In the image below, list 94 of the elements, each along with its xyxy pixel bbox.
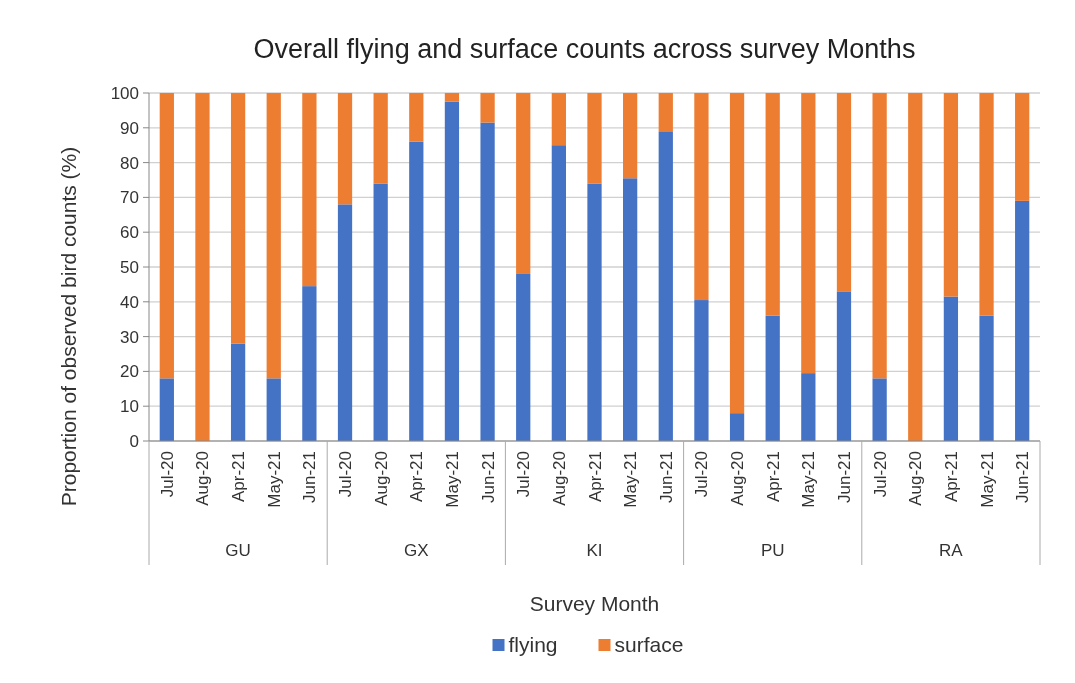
bar: [943, 296, 959, 441]
x-tick-label: Aug-20: [549, 451, 569, 506]
bar: [444, 93, 460, 102]
x-tick-label: May-21: [621, 451, 641, 508]
legend-label: flying: [508, 633, 558, 656]
bar: [801, 373, 816, 441]
x-tick-label: May-21: [977, 451, 997, 508]
bar: [159, 93, 174, 379]
bar: [836, 93, 852, 292]
text: GU: [225, 541, 251, 560]
bar: [373, 93, 388, 184]
x-tick-label: Jul-20: [157, 451, 177, 498]
bar: [302, 286, 317, 441]
bar: [409, 93, 424, 142]
bar: [337, 93, 353, 205]
legend-label: surface: [614, 633, 684, 656]
x-tick-label: Aug-20: [906, 451, 926, 506]
bar: [266, 93, 281, 379]
x-axis-title: Survey Month: [529, 592, 660, 615]
text: PU: [760, 541, 785, 560]
bar: [195, 93, 210, 441]
bar: [480, 93, 495, 123]
text: RA: [939, 541, 964, 560]
bar: [302, 93, 317, 287]
y-tick-label: 20: [120, 362, 139, 382]
x-tick-label: Apr-21: [941, 451, 961, 503]
bar: [872, 378, 887, 441]
y-tick-label: 0: [129, 431, 139, 451]
bar: [266, 378, 281, 441]
y-tick-label: 40: [120, 292, 139, 312]
x-tick-label: Jun-21: [300, 451, 320, 503]
bar: [1015, 200, 1030, 441]
x-tick-label: May-21: [264, 451, 284, 508]
y-tick-label: 100: [110, 83, 139, 103]
bar: [908, 93, 923, 441]
bar: [373, 183, 388, 441]
x-tick-label: Apr-21: [585, 451, 605, 503]
bar: [1015, 93, 1030, 201]
x-tick-label: Jun-21: [834, 451, 854, 503]
bar: [872, 93, 887, 379]
x-tick-label: Apr-21: [763, 451, 783, 503]
bar: [623, 93, 638, 179]
bar: [729, 93, 745, 414]
y-tick-label: 70: [120, 188, 139, 208]
bar: [516, 93, 531, 274]
y-tick-label: 30: [120, 327, 139, 347]
y-tick-label: 90: [120, 118, 139, 138]
y-tick-label: 50: [120, 257, 139, 277]
bar: [943, 93, 959, 297]
y-axis-title: Proportion of observed bird counts (%): [57, 146, 80, 507]
bar: [159, 378, 174, 441]
bar: [836, 291, 852, 441]
x-tick-label: Jul-20: [336, 451, 356, 498]
y-tick-label: 10: [120, 397, 139, 417]
bar: [979, 93, 994, 316]
x-tick-label: Jul-20: [514, 451, 534, 498]
bar: [694, 93, 709, 301]
bar: [587, 93, 602, 184]
chart-title: Overall flying and surface counts across survey Months: [253, 34, 916, 64]
x-tick-label: May-21: [442, 451, 462, 508]
x-tick-label: Jun-21: [656, 451, 676, 503]
bar: [409, 141, 424, 441]
x-tick-label: Jun-21: [478, 451, 498, 503]
bar: [694, 300, 709, 441]
y-tick-label: 80: [120, 153, 139, 173]
bar: [801, 93, 816, 374]
x-tick-label: Apr-21: [229, 451, 249, 503]
x-tick-label: Apr-21: [407, 451, 427, 503]
text: KI: [586, 541, 603, 560]
bar: [658, 131, 673, 441]
x-tick-label: May-21: [799, 451, 819, 508]
bar: [658, 93, 673, 132]
bar: [729, 413, 745, 441]
x-tick-label: Aug-20: [728, 451, 748, 506]
bar: [230, 343, 246, 441]
bar: [623, 178, 638, 441]
bar: [587, 183, 602, 441]
bar: [230, 93, 246, 344]
bar: [765, 315, 780, 441]
text: GX: [404, 541, 429, 560]
bar: [516, 273, 531, 441]
bar: [765, 93, 780, 316]
bar: [979, 315, 994, 441]
x-tick-label: Aug-20: [371, 451, 391, 506]
bar: [551, 93, 566, 146]
y-tick-label: 60: [120, 223, 139, 243]
x-tick-label: Aug-20: [193, 451, 213, 506]
x-tick-label: Jun-21: [1013, 451, 1033, 503]
x-tick-label: Jul-20: [692, 451, 712, 498]
bar: [480, 122, 495, 441]
bar: [551, 145, 566, 441]
x-tick-label: Jul-20: [870, 451, 890, 498]
bar: [444, 101, 460, 441]
bar: [337, 204, 353, 441]
